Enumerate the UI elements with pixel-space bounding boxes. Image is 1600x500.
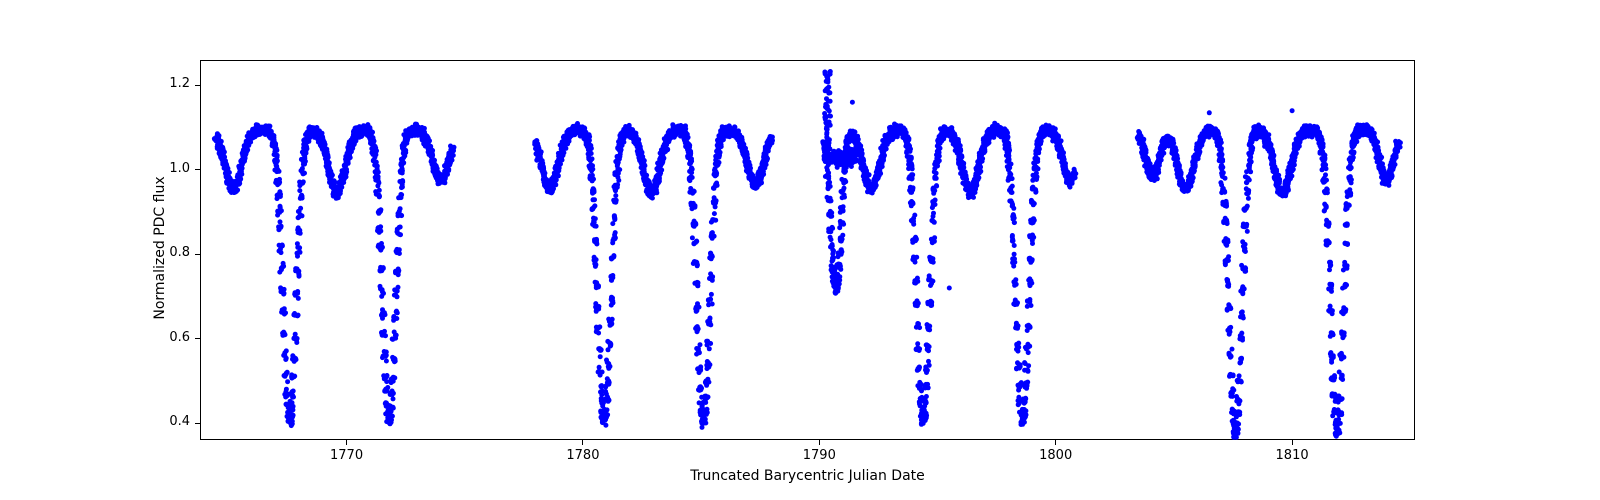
x-tick-label: 1790 xyxy=(799,448,839,463)
x-tick-mark xyxy=(582,440,583,445)
x-tick-label: 1810 xyxy=(1272,448,1312,463)
y-tick-mark xyxy=(195,338,200,339)
y-tick-label: 0.6 xyxy=(169,330,190,345)
x-tick-label: 1780 xyxy=(563,448,603,463)
x-tick-label: 1770 xyxy=(327,448,367,463)
x-tick-mark xyxy=(346,440,347,445)
y-tick-label: 0.4 xyxy=(169,414,190,429)
scatter-plot xyxy=(0,0,1600,500)
y-tick-mark xyxy=(195,169,200,170)
x-axis-label: Truncated Barycentric Julian Date xyxy=(658,468,958,484)
y-tick-mark xyxy=(195,254,200,255)
figure: 1770 1780 1790 1800 1810 0.4 0.6 0.8 1.0 1.2 Tru… xyxy=(0,0,1600,500)
y-tick-mark xyxy=(195,85,200,86)
y-axis-label: Normalized PDC flux xyxy=(152,168,168,328)
y-tick-label: 1.2 xyxy=(169,76,190,91)
y-tick-mark xyxy=(195,423,200,424)
x-tick-mark xyxy=(1292,440,1293,445)
x-tick-label: 1800 xyxy=(1036,448,1076,463)
y-tick-label: 0.8 xyxy=(169,245,190,260)
x-tick-mark xyxy=(819,440,820,445)
x-tick-mark xyxy=(1055,440,1056,445)
y-tick-label: 1.0 xyxy=(169,161,190,176)
